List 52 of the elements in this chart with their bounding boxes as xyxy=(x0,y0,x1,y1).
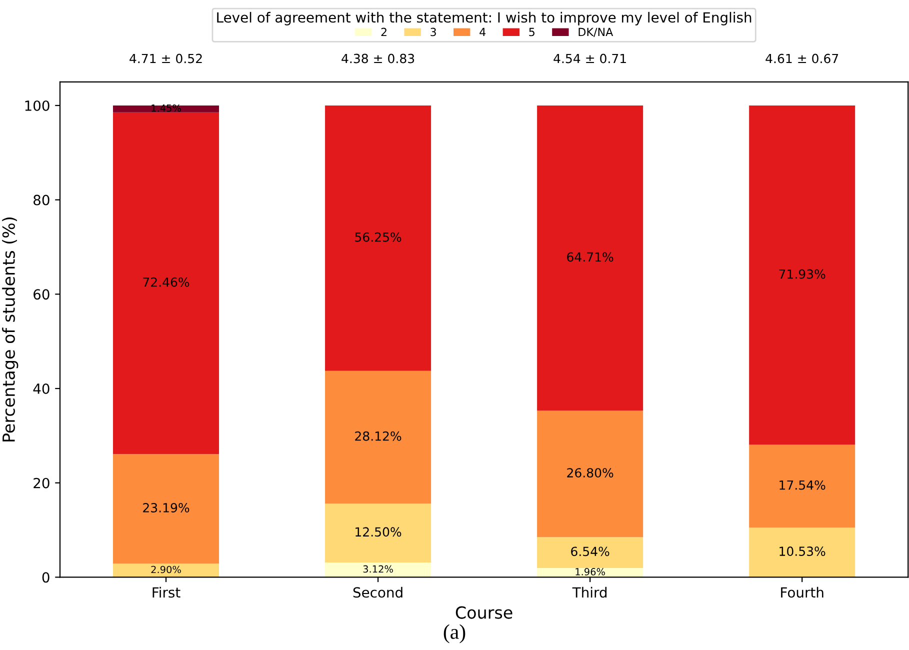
x-tick-label: First xyxy=(152,586,180,598)
data-label: 17.54% xyxy=(780,480,826,490)
y-tick-label: 40 xyxy=(33,383,50,394)
data-label: 12.50% xyxy=(356,527,402,537)
text: 4.54 ± 0.71 xyxy=(554,54,626,64)
legend-label: 3 xyxy=(430,28,436,36)
data-label: 23.19% xyxy=(143,502,190,512)
data-label: 26.80% xyxy=(567,468,614,478)
legend-label: 2 xyxy=(381,28,386,36)
text: 4.38 ± 0.83 xyxy=(342,54,414,64)
legend-label: 5 xyxy=(529,28,534,36)
text: (a) xyxy=(444,624,466,644)
bar xyxy=(749,528,856,578)
bar xyxy=(325,504,432,562)
y-tick-label: 0 xyxy=(42,572,50,583)
data-label: 28.12% xyxy=(355,431,402,441)
bar xyxy=(537,410,644,538)
x-tick-label: Third xyxy=(572,586,607,598)
bar xyxy=(325,106,432,371)
data-label: 71.93% xyxy=(779,269,826,279)
y-axis-title: Percentage of students (%) xyxy=(2,218,18,442)
legend-label: DK/NA xyxy=(578,28,614,38)
data-label: 72.46% xyxy=(143,277,190,287)
data-label: 56.25% xyxy=(355,232,402,242)
legend-title: Level of agreement with the statement: I wish to improve my level of English xyxy=(217,12,752,26)
bar xyxy=(537,105,644,411)
data-label: 1.96% xyxy=(576,568,605,576)
legend-label: 4 xyxy=(480,28,486,36)
bar xyxy=(749,444,856,528)
bar xyxy=(749,105,856,445)
y-tick-label: 100 xyxy=(25,100,50,111)
bar xyxy=(113,105,220,112)
bar xyxy=(537,537,644,568)
x-tick-label: Fourth xyxy=(781,586,824,598)
data-label: 6.54% xyxy=(571,546,610,556)
data-label: 10.53% xyxy=(780,546,826,556)
y-tick-label: 60 xyxy=(34,289,50,300)
y-tick-label: 20 xyxy=(34,478,50,488)
x-tick-label: Second xyxy=(353,586,402,598)
y-tick-label: 80 xyxy=(34,194,50,206)
data-label: 2.90% xyxy=(151,566,181,574)
bar xyxy=(113,112,220,454)
data-label: 3.12% xyxy=(363,565,393,573)
bar xyxy=(113,564,220,578)
data-label: 1.45% xyxy=(152,104,181,112)
bar xyxy=(325,370,432,504)
bar xyxy=(113,454,220,564)
bar xyxy=(325,562,432,578)
text: 4.61 ± 0.67 xyxy=(766,54,838,64)
data-label: 64.71% xyxy=(567,252,614,262)
text: 4.71 ± 0.52 xyxy=(130,54,202,64)
x-axis-title: Course xyxy=(456,606,512,619)
